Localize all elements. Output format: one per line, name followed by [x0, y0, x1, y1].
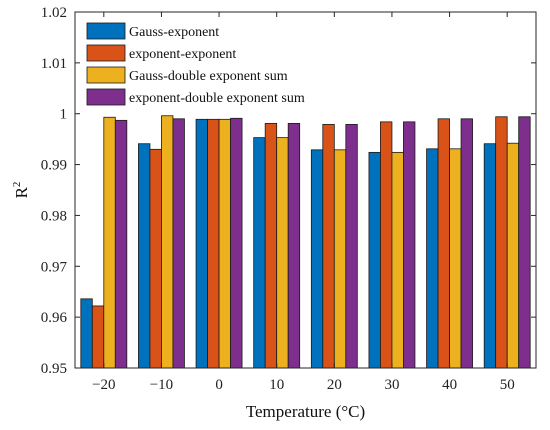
x-tick-label: −10	[150, 377, 173, 393]
bar-4-2	[172, 118, 185, 369]
x-tick-label: 50	[500, 377, 515, 393]
bar-1-2	[138, 143, 151, 369]
legend-label-2: exponent-exponent	[129, 47, 236, 62]
y-tick-label: 1	[60, 107, 68, 123]
x-tick-label: 10	[269, 377, 284, 393]
x-tick-label: 0	[215, 377, 223, 393]
bar-4-3	[230, 117, 243, 369]
bar-1-8	[483, 143, 497, 369]
legend-box	[82, 18, 378, 114]
bar-2-8	[495, 116, 508, 369]
bar-2-3	[207, 118, 220, 369]
y-axis: 0.95 0.96 0.97 0.98 0.99 1 1.01 1.02	[41, 5, 536, 377]
legend-swatch-1	[86, 22, 126, 40]
x-axis: −20 −10 0 10 20 30 40 50	[92, 12, 515, 393]
bar-4-7	[460, 118, 473, 369]
y-axis-title-superscript: 2	[11, 182, 23, 188]
bar-2-4	[264, 122, 278, 369]
bar-2-2	[149, 148, 162, 369]
bar-3-1	[103, 116, 116, 369]
bar-3-8	[506, 142, 520, 369]
legend: Gauss-exponent exponent-exponent Gauss-dou…	[82, 18, 378, 114]
bar-1-1	[80, 298, 93, 369]
bar-2-7	[437, 118, 450, 369]
bar-1-6	[368, 151, 381, 369]
bar-1-5	[310, 149, 324, 369]
x-tick-label: 30	[384, 377, 399, 393]
bar-2-1	[91, 305, 105, 369]
y-tick-label: 0.96	[41, 310, 68, 326]
bar-4-6	[403, 121, 416, 369]
bar-3-7	[449, 148, 462, 369]
bar-4-5	[345, 123, 358, 369]
bars-group	[80, 115, 531, 369]
bar-4-1	[114, 119, 128, 369]
bar-1-4	[253, 137, 266, 369]
x-tick-label: 20	[327, 377, 342, 393]
bar-3-4	[276, 137, 289, 369]
legend-label-1: Gauss-exponent	[129, 25, 219, 40]
x-tick-label: −20	[92, 377, 115, 393]
plot-area-frame	[74, 11, 537, 369]
bar-1-3	[195, 118, 208, 369]
bar-4-4	[287, 122, 301, 369]
y-tick-label: 1.01	[41, 56, 67, 72]
bar-3-3	[218, 118, 231, 369]
y-tick-label: 0.98	[41, 208, 67, 224]
y-tick-label: 1.02	[41, 5, 67, 21]
legend-swatch-3	[86, 66, 126, 84]
bar-3-2	[161, 115, 174, 369]
legend-swatch-4	[86, 88, 126, 106]
bar-3-5	[333, 149, 347, 369]
y-axis-title-base: R	[12, 186, 31, 198]
bar-2-5	[322, 123, 335, 369]
bar-3-6	[391, 151, 404, 369]
bar-2-6	[380, 121, 393, 369]
legend-label-4: exponent-double exponent sum	[129, 91, 305, 106]
y-tick-label: 0.95	[41, 361, 67, 377]
y-tick-label: 0.99	[41, 158, 67, 174]
legend-swatch-2	[86, 44, 126, 62]
x-tick-label: 40	[442, 377, 457, 393]
bar-4-8	[518, 116, 531, 369]
bar-1-7	[426, 148, 439, 369]
y-tick-label: 0.97	[41, 259, 68, 275]
x-axis-title: Temperature (°C)	[246, 402, 365, 421]
y-axis-title: R2	[11, 182, 31, 199]
legend-label-3: Gauss-double exponent sum	[129, 69, 288, 84]
